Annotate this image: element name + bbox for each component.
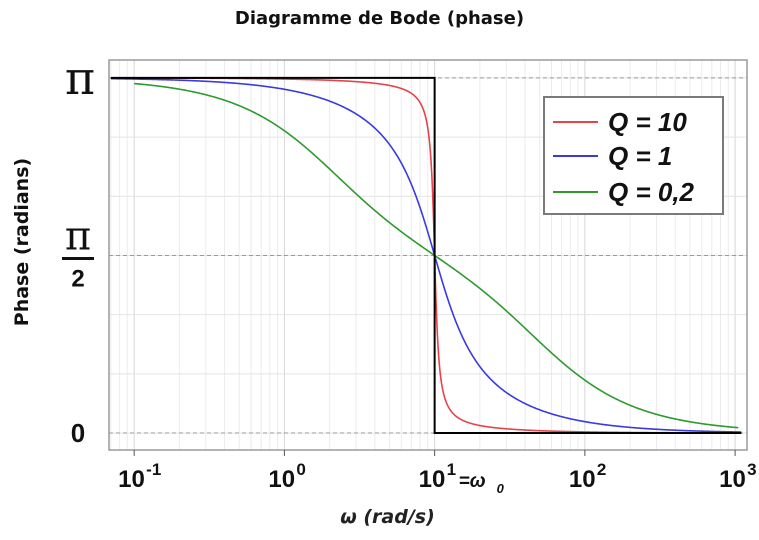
omega0-annotation-subscript: 0	[497, 481, 505, 496]
chart-title: Diagramme de Bode (phase)	[234, 8, 525, 29]
y-tick-label-half-pi-numerator: π	[65, 213, 91, 259]
x-tick-label: 10 3	[719, 460, 756, 493]
x-tick-exponent: -1	[146, 460, 161, 479]
x-axis-label: ω (rad/s)	[340, 506, 435, 528]
x-tick-exponent: 3	[747, 460, 756, 479]
x-tick-exponent: 0	[296, 460, 305, 479]
legend: Q = 10 Q = 1 Q = 0,2	[543, 96, 724, 215]
series-line-q-0-2	[134, 82, 739, 429]
x-tick-base: 10	[268, 466, 295, 493]
legend-label: Q = 10	[608, 107, 687, 137]
legend-label: Q = 0,2	[608, 177, 695, 207]
x-tick-label: 10 0	[268, 460, 305, 493]
omega0-annotation: =ω	[459, 471, 486, 492]
x-tick-label: 10 -1	[118, 460, 161, 493]
y-tick-label-pi: π	[65, 51, 95, 105]
x-tick-exponent: 1	[447, 460, 456, 479]
x-tick-base: 10	[419, 466, 446, 493]
x-tick-label: 10 2	[569, 460, 606, 493]
y-tick-label-zero: 0	[71, 418, 85, 448]
y-tick-label-half-pi-denominator: 2	[71, 265, 84, 292]
x-tick-label: 10 1	[419, 460, 456, 493]
series-line-q-1	[110, 77, 742, 433]
x-tick-base: 10	[569, 466, 596, 493]
x-tick-exponent: 2	[597, 460, 606, 479]
grid	[109, 60, 747, 450]
legend-label: Q = 1	[608, 141, 672, 171]
series-line-asymptote	[110, 76, 742, 435]
series-group	[110, 76, 742, 435]
x-tick-base: 10	[118, 466, 145, 493]
plot-area	[108, 59, 748, 451]
x-tick-base: 10	[719, 466, 746, 493]
